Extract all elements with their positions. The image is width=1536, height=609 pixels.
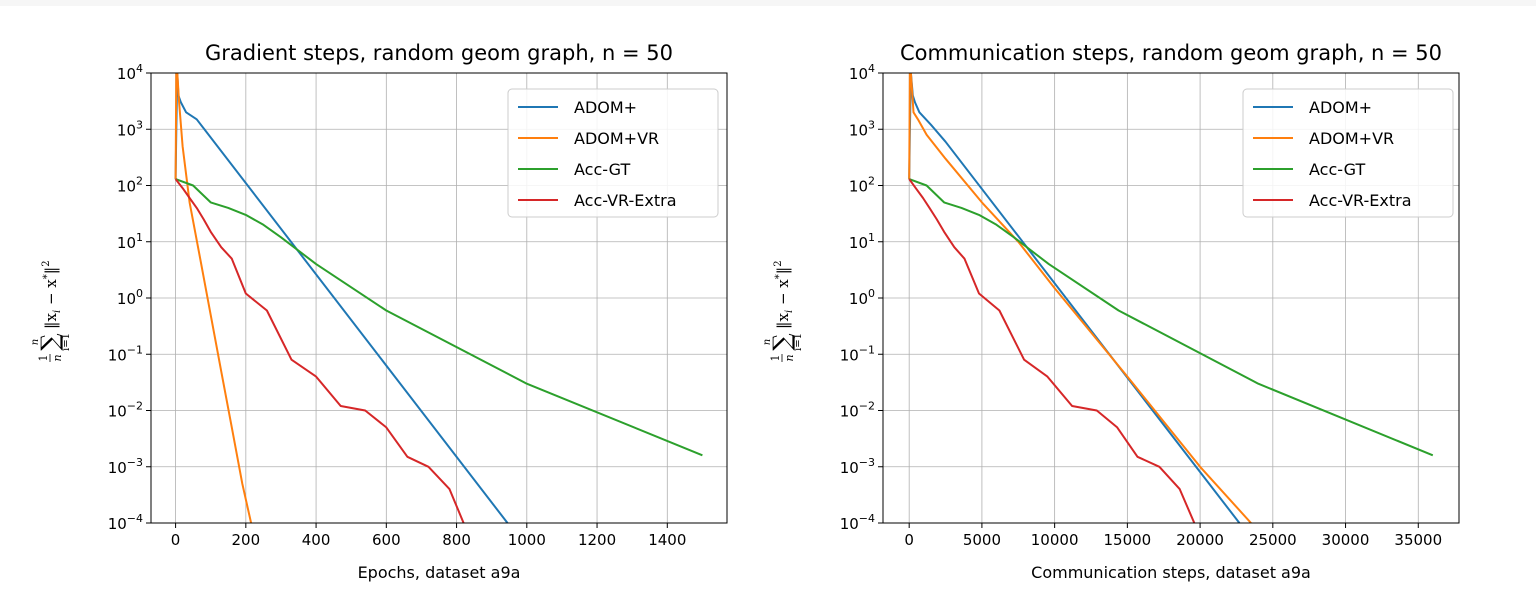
left-legend-label-acc-vr-extra: Acc-VR-Extra	[574, 191, 677, 210]
right-ytick-label-2: 102	[849, 175, 875, 196]
right-xtick-label-3: 15000	[1104, 531, 1152, 549]
right-ylabel-sum-top: n	[762, 339, 773, 345]
right-series-line-acc-vr-extra	[908, 178, 1196, 523]
left-ytick-label-5: 10−1	[108, 343, 143, 364]
left-legend-label-adom-vr: ADOM+VR	[574, 129, 659, 148]
right-x-axis-label: Communication steps, dataset a9a	[1031, 563, 1311, 582]
right-ytick-label-1: 103	[849, 118, 875, 139]
left-ylabel-one: 1	[37, 355, 50, 362]
right-legend-label-acc-vr-extra: Acc-VR-Extra	[1309, 191, 1412, 210]
left-ylabel-sum-top: n	[30, 339, 41, 345]
left-ytick-label-3: 101	[117, 231, 143, 252]
left-ylabel-sigma: ∑	[36, 333, 64, 350]
right-ylabel-sigma: ∑	[768, 333, 796, 350]
left-y-axis-label: 1 n∑n i=1‖xi − x*‖2	[30, 260, 72, 362]
right-series-line-adom-vr	[908, 73, 1252, 523]
left-series-line-acc-vr-extra	[174, 178, 465, 523]
right-xtick-label-6: 30000	[1322, 531, 1370, 549]
right-ytick-label-3: 101	[849, 231, 875, 252]
left-xtick-label-4: 800	[442, 531, 471, 549]
right-xtick-label-2: 10000	[1031, 531, 1079, 549]
right-ylabel-one: 1	[769, 355, 782, 362]
left-chart-title: Gradient steps, random geom graph, n = 5…	[205, 41, 673, 65]
right-ylabel-n: n	[783, 354, 796, 361]
left-ytick-label-4: 100	[117, 287, 143, 308]
right-y-axis-label: 1 n∑n i=1‖xi − x*‖2	[762, 260, 804, 362]
left-ylabel-n: n	[51, 354, 64, 361]
left-chart-panel: 0 200 400 600 800 1000 1200 1400 104 103 102 101 100…	[30, 41, 728, 582]
right-ytick-label-4: 100	[849, 287, 875, 308]
right-legend-label-acc-gt: Acc-GT	[1309, 160, 1365, 179]
right-legend-box	[1242, 88, 1454, 218]
figure-canvas: 0 200 400 600 800 1000 1200 1400104103102101100…	[30, 41, 1460, 582]
right-legend-label-adom-vr: ADOM+VR	[1309, 129, 1394, 148]
right-ylabel-norm: ‖xi − x*‖2	[773, 260, 795, 329]
right-ytick-label-6: 10−2	[840, 400, 875, 421]
left-ylabel-sum-bottom: i=1	[61, 333, 72, 351]
right-ytick-label-8: 10−4	[840, 512, 875, 533]
left-series-line-acc-gt	[175, 178, 703, 457]
left-xtick-label-7: 1400	[648, 531, 686, 549]
left-ytick-label-7: 10−3	[108, 456, 143, 477]
left-ylabel-norm: ‖xi − x*‖2	[41, 260, 63, 329]
right-xtick-label-5: 25000	[1249, 531, 1297, 549]
right-ytick-label-5: 10−1	[840, 343, 875, 364]
right-ylabel-sum-bottom: i=1	[793, 333, 804, 351]
left-xtick-label-3: 600	[372, 531, 401, 549]
left-legend: ADOM+ ADOM+VR Acc-GT Acc-VR-Extra	[507, 88, 719, 218]
left-series-line-adom-vr	[174, 73, 253, 523]
left-xtick-label-6: 1200	[578, 531, 616, 549]
figure: 0 200 400 600 800 1000 1200 1400 104 103 102 101 100…	[0, 6, 1536, 609]
left-xtick-label-0: 0	[171, 531, 181, 549]
left-legend-label-acc-gt: Acc-GT	[574, 160, 630, 179]
right-chart-panel: 0 5000 10000 15000 20000 25000 30000 35000 104 10…	[762, 41, 1460, 582]
left-ytick-label-1: 103	[117, 118, 143, 139]
right-legend: ADOM+ ADOM+VR Acc-GT Acc-VR-Extra	[1242, 88, 1454, 218]
left-ytick-label-0: 104	[117, 62, 143, 83]
right-xtick-label-4: 20000	[1176, 531, 1224, 549]
left-xtick-label-2: 400	[302, 531, 331, 549]
right-series-line-acc-gt	[908, 178, 1434, 457]
right-ytick-label-0: 104	[849, 62, 875, 83]
right-xtick-label-7: 35000	[1394, 531, 1442, 549]
right-legend-label-adom-: ADOM+	[1309, 98, 1372, 117]
left-legend-box	[507, 88, 719, 218]
left-x-axis-label: Epochs, dataset a9a	[358, 563, 521, 582]
right-xtick-label-0: 0	[904, 531, 914, 549]
left-ytick-label-2: 102	[117, 175, 143, 196]
right-xtick-label-1: 5000	[963, 531, 1001, 549]
left-ytick-label-6: 10−2	[108, 400, 143, 421]
right-ytick-label-7: 10−3	[840, 456, 875, 477]
left-xtick-label-1: 200	[232, 531, 261, 549]
left-ytick-label-8: 10−4	[108, 512, 143, 533]
left-xtick-label-5: 1000	[508, 531, 546, 549]
right-chart-title: Communication steps, random geom graph, …	[900, 41, 1442, 65]
left-legend-label-adom-: ADOM+	[574, 98, 637, 117]
